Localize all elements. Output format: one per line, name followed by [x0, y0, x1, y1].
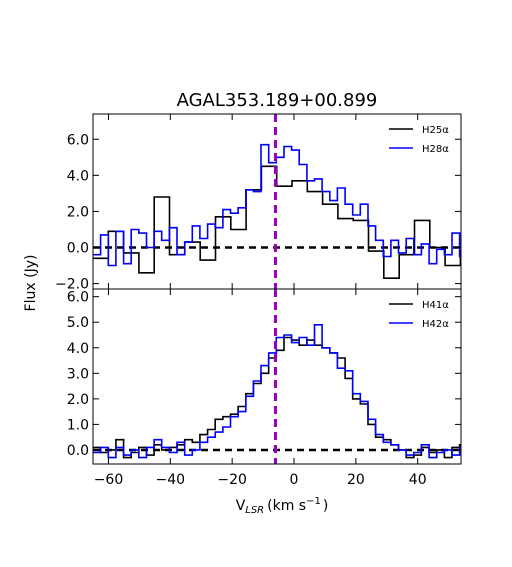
panel-frame [92, 288, 462, 465]
y-tick-label: 2.0 [67, 204, 89, 220]
x-axis-label-subscript: LSR [245, 505, 264, 516]
legend-label-1: H41α [422, 300, 449, 311]
chart-title: AGAL353.189+00.899 [177, 90, 378, 111]
y-tick-label: 6.0 [67, 290, 89, 306]
x-axis-label-close: ) [323, 498, 328, 514]
legend-label-2: H28α [422, 144, 449, 155]
series-2-step-line [93, 143, 461, 267]
x-axis-label-main: V [236, 498, 246, 514]
y-tick-label: 6.0 [67, 132, 89, 148]
x-tick-label: −60 [94, 472, 124, 488]
series-1-step-line [93, 165, 461, 279]
x-tick-label: −40 [156, 472, 186, 488]
y-tick-label: 5.0 [67, 315, 89, 331]
plot-area [93, 289, 461, 464]
y-tick-label: 2.0 [67, 392, 89, 408]
y-tick-label: 4.0 [67, 168, 89, 184]
x-tick-label: 20 [347, 472, 365, 488]
y-tick-label: 4.0 [67, 341, 89, 357]
legend-label-2: H42α [422, 319, 449, 330]
y-tick-label: 0.0 [67, 443, 89, 459]
legend-label-1: H25α [422, 125, 449, 136]
panel-1: −2.0 0.0 2.0 4.0 6.0 H25α H28α [55, 113, 462, 293]
panel-frame [92, 113, 462, 290]
x-tick-label: 0 [290, 472, 299, 488]
x-tick-label: 40 [409, 472, 427, 488]
y-tick-label: −2.0 [55, 277, 89, 293]
x-axis-label-exponent: −1 [306, 496, 321, 507]
panels-layer: −2.0 0.0 2.0 4.0 6.0 H25α H28α −60 −40 −20 0 20 40 0.… [55, 113, 462, 488]
y-tick-label: 1.0 [67, 417, 89, 433]
x-tick-label: −20 [217, 472, 247, 488]
plot-area [93, 114, 461, 289]
series-2-step-line [93, 324, 461, 459]
panel-2: −60 −40 −20 0 20 40 0.0 1.0 2.0 3.0 4.0 5.0 6.0 H41α H… [67, 288, 462, 488]
x-axis-label: VLSR (km s−1) [236, 496, 329, 516]
y-axis-label: Flux (Jy) [23, 255, 39, 312]
x-axis-label-unit: (km s [267, 498, 306, 514]
y-tick-label: 3.0 [67, 366, 89, 382]
y-tick-label: 0.0 [67, 241, 89, 257]
series-1-step-line [93, 336, 461, 459]
